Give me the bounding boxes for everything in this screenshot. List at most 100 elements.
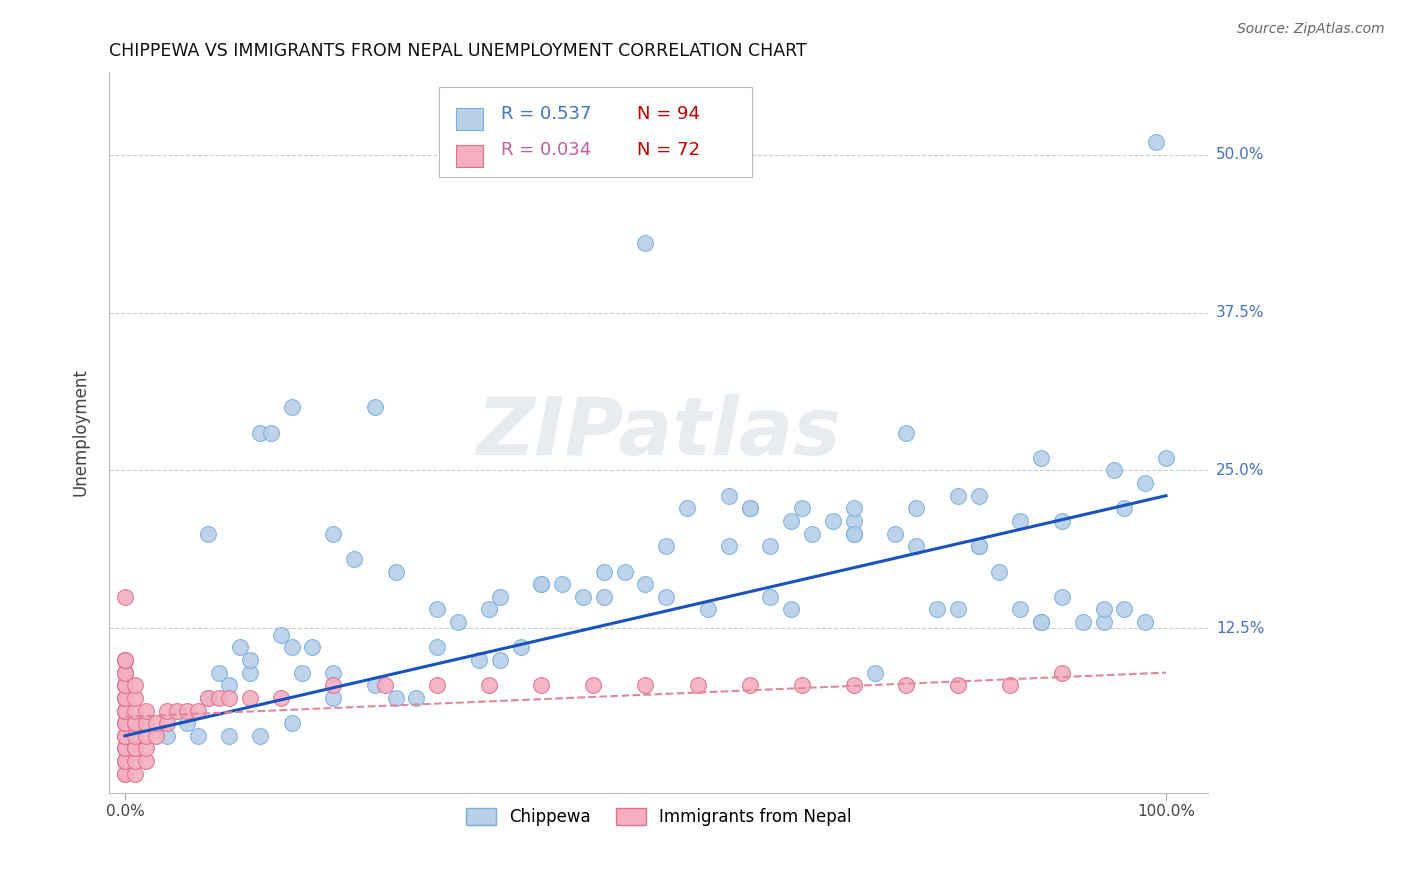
Point xyxy=(208,665,231,680)
Point xyxy=(384,690,406,705)
Point xyxy=(124,704,146,718)
Point xyxy=(842,526,865,541)
Point xyxy=(697,602,720,616)
Point xyxy=(592,590,614,604)
Point xyxy=(551,577,574,591)
FancyBboxPatch shape xyxy=(457,108,482,130)
Point xyxy=(239,665,262,680)
Point xyxy=(946,602,969,616)
Point xyxy=(530,577,553,591)
Point xyxy=(738,678,761,692)
Point xyxy=(156,704,179,718)
Point xyxy=(488,590,510,604)
Point xyxy=(249,729,271,743)
Point xyxy=(1050,514,1073,528)
Point xyxy=(124,754,146,768)
Point xyxy=(790,678,813,692)
Point xyxy=(1010,514,1032,528)
Point xyxy=(572,590,595,604)
FancyBboxPatch shape xyxy=(439,87,752,177)
Point xyxy=(156,729,179,743)
Point xyxy=(946,489,969,503)
Point xyxy=(166,704,188,718)
Text: CHIPPEWA VS IMMIGRANTS FROM NEPAL UNEMPLOYMENT CORRELATION CHART: CHIPPEWA VS IMMIGRANTS FROM NEPAL UNEMPL… xyxy=(110,42,807,60)
Point xyxy=(790,501,813,516)
Point xyxy=(426,678,449,692)
Point xyxy=(863,665,886,680)
Point xyxy=(135,704,157,718)
Point xyxy=(176,716,198,731)
Point xyxy=(270,628,292,642)
Point xyxy=(842,514,865,528)
Point xyxy=(228,640,250,655)
Point xyxy=(488,653,510,667)
Point xyxy=(1010,602,1032,616)
Point xyxy=(218,678,240,692)
Point xyxy=(405,690,427,705)
Point xyxy=(894,678,917,692)
Point xyxy=(114,653,136,667)
Point xyxy=(114,741,136,756)
Point xyxy=(905,539,928,553)
Point xyxy=(114,690,136,705)
Point xyxy=(884,526,907,541)
Point xyxy=(967,489,990,503)
Point xyxy=(114,766,136,780)
Point xyxy=(322,690,344,705)
Point xyxy=(426,602,449,616)
Point xyxy=(208,690,231,705)
Point xyxy=(114,741,136,756)
Point xyxy=(280,716,302,731)
Point xyxy=(842,501,865,516)
Point xyxy=(842,526,865,541)
Point xyxy=(197,526,219,541)
Point xyxy=(218,690,240,705)
Point xyxy=(1092,615,1115,629)
Point xyxy=(114,653,136,667)
Point xyxy=(239,653,262,667)
Point xyxy=(717,489,740,503)
Text: N = 94: N = 94 xyxy=(637,104,700,122)
Point xyxy=(249,425,271,440)
Point xyxy=(114,741,136,756)
Point xyxy=(114,678,136,692)
Point xyxy=(124,716,146,731)
Point xyxy=(239,690,262,705)
Point xyxy=(468,653,491,667)
Point xyxy=(197,690,219,705)
Point xyxy=(613,565,636,579)
Point xyxy=(114,690,136,705)
Point xyxy=(634,577,657,591)
Point xyxy=(187,704,209,718)
Point xyxy=(124,716,146,731)
Point xyxy=(114,716,136,731)
Point xyxy=(1102,463,1125,477)
Point xyxy=(270,690,292,705)
Point xyxy=(114,590,136,604)
Text: N = 72: N = 72 xyxy=(637,141,700,159)
Point xyxy=(655,539,678,553)
Point xyxy=(374,678,396,692)
Point xyxy=(114,678,136,692)
Point xyxy=(634,678,657,692)
Point xyxy=(145,729,167,743)
Point xyxy=(364,401,387,415)
Point xyxy=(426,640,449,655)
Point xyxy=(114,704,136,718)
Point xyxy=(114,729,136,743)
Point xyxy=(821,514,844,528)
Point xyxy=(291,665,314,680)
Y-axis label: Unemployment: Unemployment xyxy=(72,368,89,497)
Point xyxy=(738,501,761,516)
Point xyxy=(1050,665,1073,680)
Point xyxy=(447,615,470,629)
Point xyxy=(998,678,1021,692)
Point xyxy=(114,653,136,667)
Point xyxy=(759,590,782,604)
Point xyxy=(114,754,136,768)
Point xyxy=(1029,450,1052,465)
Point xyxy=(114,690,136,705)
Point xyxy=(135,729,157,743)
Point xyxy=(676,501,699,516)
Point xyxy=(1050,590,1073,604)
